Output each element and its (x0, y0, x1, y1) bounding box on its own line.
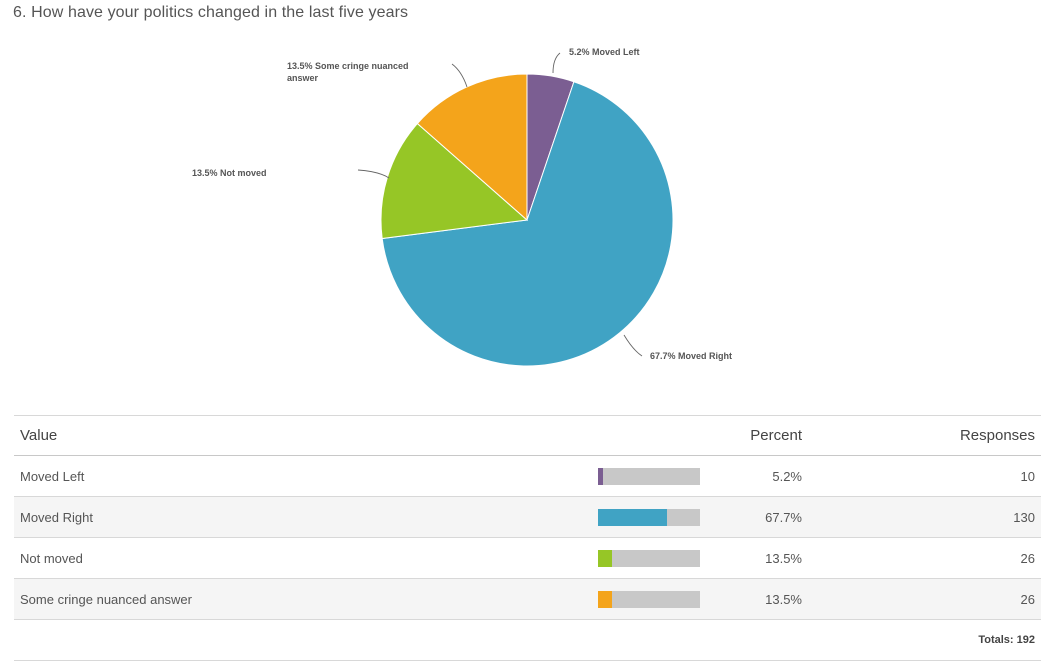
row-responses: 10 (803, 455, 1041, 497)
percent-bar-fill (598, 590, 612, 608)
table-row: Some cringe nuanced answer 13.5% 26 (14, 578, 1041, 620)
row-percent: 67.7% (715, 496, 803, 538)
svg-text:answer: answer (287, 73, 319, 83)
header-percent: Percent (715, 415, 803, 456)
row-responses: 130 (803, 496, 1041, 538)
percent-bar-fill (598, 467, 604, 485)
table-header-row: Value Percent Responses (14, 415, 1041, 456)
row-percent: 5.2% (715, 455, 803, 497)
svg-text:67.7% Moved Right: 67.7% Moved Right (650, 351, 732, 361)
table-row: Moved Right 67.7% 130 (14, 496, 1041, 538)
svg-text:5.2% Moved Left: 5.2% Moved Left (569, 47, 640, 57)
pie-chart: 5.2% Moved Left 67.7% Moved Right 13.5% … (192, 47, 732, 367)
percent-bar-fill (598, 508, 668, 526)
row-percent: 13.5% (715, 578, 803, 620)
pie-slice-moved-right (381, 81, 674, 367)
svg-text:13.5% Some cringe nuanced: 13.5% Some cringe nuanced (287, 61, 409, 71)
slice-label-not-moved: 13.5% Not moved (192, 168, 390, 179)
question-title: 6. How have your politics changed in the… (13, 4, 409, 21)
pie-slices (380, 73, 674, 367)
header-bar (581, 415, 715, 456)
percent-bar (598, 590, 700, 608)
percent-bar (598, 549, 700, 567)
totals-row: Totals: 192 (14, 619, 1041, 661)
header-value: Value (14, 415, 581, 456)
slice-label-moved-right: 67.7% Moved Right (623, 334, 732, 361)
percent-bar (598, 467, 700, 485)
slice-label-some-cringe: 13.5% Some cringe nuanced answer (287, 61, 468, 88)
table-row: Moved Left 5.2% 10 (14, 455, 1041, 497)
results-table: Value Percent Responses Moved Left 5.2% … (14, 415, 1041, 661)
row-percent: 13.5% (715, 537, 803, 579)
row-responses: 26 (803, 537, 1041, 579)
percent-bar (598, 508, 700, 526)
row-responses: 26 (803, 578, 1041, 620)
row-value: Moved Left (14, 455, 581, 497)
slice-label-moved-left: 5.2% Moved Left (552, 47, 640, 74)
row-value: Moved Right (14, 496, 581, 538)
row-value: Not moved (14, 537, 581, 579)
svg-text:13.5% Not moved: 13.5% Not moved (192, 168, 267, 178)
percent-bar-fill (598, 549, 612, 567)
row-value: Some cringe nuanced answer (14, 578, 581, 620)
header-responses: Responses (803, 415, 1041, 456)
totals-label: Totals: 192 (14, 619, 1041, 661)
table-row: Not moved 13.5% 26 (14, 537, 1041, 579)
